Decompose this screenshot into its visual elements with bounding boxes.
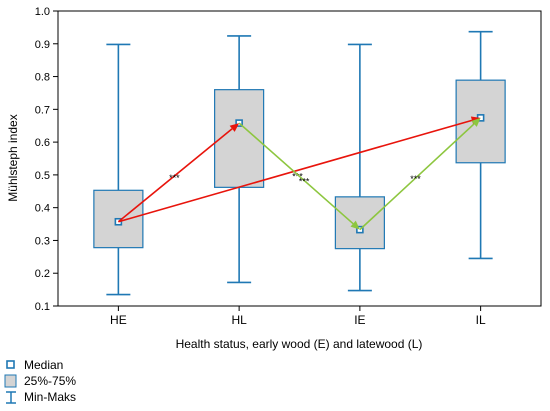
arrow-head xyxy=(471,117,481,127)
y-tick-label: 0.7 xyxy=(35,104,50,116)
legend: Median 25%-75% Min-Maks xyxy=(4,357,76,405)
box-ie xyxy=(334,43,385,292)
y-tick-label: 0.1 xyxy=(35,301,50,313)
y-tick-label: 1.0 xyxy=(35,6,50,18)
arrow-hl-ie: *** xyxy=(238,122,360,230)
significance-arrows: *** ****** *** xyxy=(117,116,481,231)
y-tick-label: 0.9 xyxy=(35,39,50,51)
x-axis-label: Health status, early wood (E) and latewo… xyxy=(176,337,423,351)
y-tick-label: 0.3 xyxy=(35,235,50,247)
x-tick-label: HL xyxy=(231,313,247,327)
y-tick-label: 0.2 xyxy=(35,268,50,280)
plot-frame xyxy=(57,10,542,307)
box-swatch-icon xyxy=(4,374,17,388)
y-tick-label: 0.5 xyxy=(35,170,50,182)
x-tick-label: HE xyxy=(110,313,127,327)
arrow-line xyxy=(117,128,233,223)
box-hl xyxy=(214,35,265,284)
y-tick-label: 0.8 xyxy=(35,72,50,84)
legend-item-minmax: Min-Maks xyxy=(4,389,76,405)
boxes xyxy=(93,30,506,296)
significance-label: *** xyxy=(292,172,303,182)
iqr-box xyxy=(334,196,385,250)
arrow-line xyxy=(118,119,473,223)
arrow-ie-il: *** xyxy=(359,117,481,231)
x-axis: HE HL IE IL xyxy=(110,306,486,327)
median-marker-icon xyxy=(6,360,15,369)
arrow-head xyxy=(350,220,360,230)
arrow-line xyxy=(359,123,475,231)
legend-label-median: Median xyxy=(24,358,64,372)
legend-item-iqr: 25%-75% xyxy=(4,373,76,389)
legend-label-iqr: 25%-75% xyxy=(24,374,77,388)
y-tick-label: 0.4 xyxy=(35,203,50,215)
arrow-head xyxy=(229,123,240,132)
arrow-line xyxy=(238,122,354,225)
significance-label: *** xyxy=(299,177,310,187)
whisker-icon xyxy=(6,391,16,404)
x-tick-label: IL xyxy=(476,313,486,327)
box-he xyxy=(93,43,144,296)
significance-label: *** xyxy=(410,174,421,184)
y-axis-label: Mühlsteph index xyxy=(6,114,20,201)
significance-label: *** xyxy=(169,173,180,183)
y-tick-label: 0.6 xyxy=(35,137,50,149)
legend-item-median: Median xyxy=(4,357,76,373)
y-axis: 0.1 0.2 0.3 0.4 0.5 0.6 0.7 0.8 0.9 1.0 xyxy=(35,6,58,313)
box-il xyxy=(455,30,506,260)
arrow-he-hl: *** xyxy=(117,123,240,223)
legend-label-minmax: Min-Maks xyxy=(24,390,77,404)
x-tick-label: IE xyxy=(354,313,365,327)
